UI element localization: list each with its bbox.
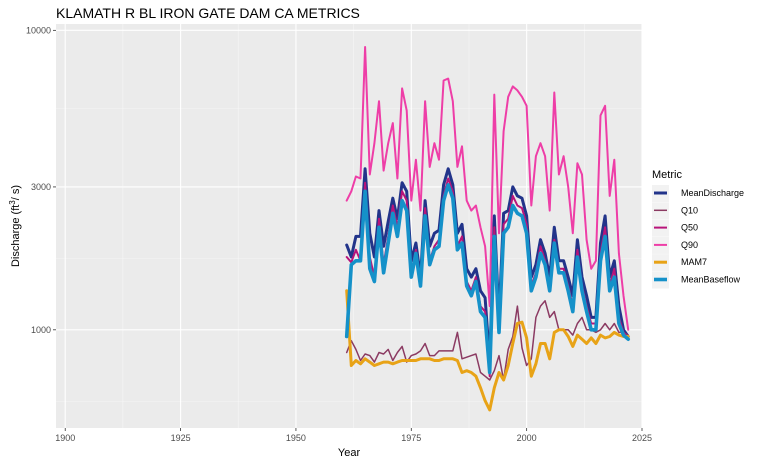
series-line-q90: [345, 46, 630, 331]
series-lines: [344, 46, 631, 412]
x-axis: 1900 1925 1950 1975 2000 2025: [55, 428, 652, 443]
chart-title: KLAMATH R BL IRON GATE DAM CA METRICS: [56, 5, 360, 21]
legend-label-mam7: MAM7: [681, 257, 707, 267]
y-tick-label: 3000: [31, 182, 51, 192]
y-axis-title-superscript: 3: [8, 200, 17, 205]
x-tick-label: 2025: [632, 433, 652, 443]
series-line-q10: [345, 300, 629, 381]
legend-label-meandischarge: MeanDischarge: [681, 188, 744, 198]
series-line-meanbaseflow: [344, 183, 631, 375]
legend: Metric MeanDischarge Q10 Q50 Q90 MAM7 MeanBas…: [652, 169, 744, 289]
legend-label-q10: Q10: [681, 205, 698, 215]
legend-label-q50: Q50: [681, 223, 698, 233]
plot-panel: [56, 24, 642, 428]
x-tick-label: 2000: [517, 433, 537, 443]
y-tick-label: 1000: [31, 325, 51, 335]
legend-title: Metric: [652, 169, 682, 181]
legend-label-meanbaseflow: MeanBaseflow: [681, 275, 741, 285]
x-tick-label: 1900: [55, 433, 75, 443]
y-axis-title-tail: / s): [10, 185, 22, 200]
x-tick-label: 1975: [401, 433, 421, 443]
x-tick-label: 1925: [171, 433, 191, 443]
y-axis-title: Discharge (ft3/ s): [8, 185, 22, 267]
x-tick-label: 1950: [286, 433, 306, 443]
legend-label-q90: Q90: [681, 240, 698, 250]
y-axis: 1000 3000 10000: [26, 25, 56, 335]
series-line-mam7: [345, 289, 630, 412]
y-tick-label: 10000: [26, 25, 51, 35]
x-axis-title: Year: [338, 447, 361, 459]
y-axis-title-main: Discharge (ft: [10, 205, 22, 267]
